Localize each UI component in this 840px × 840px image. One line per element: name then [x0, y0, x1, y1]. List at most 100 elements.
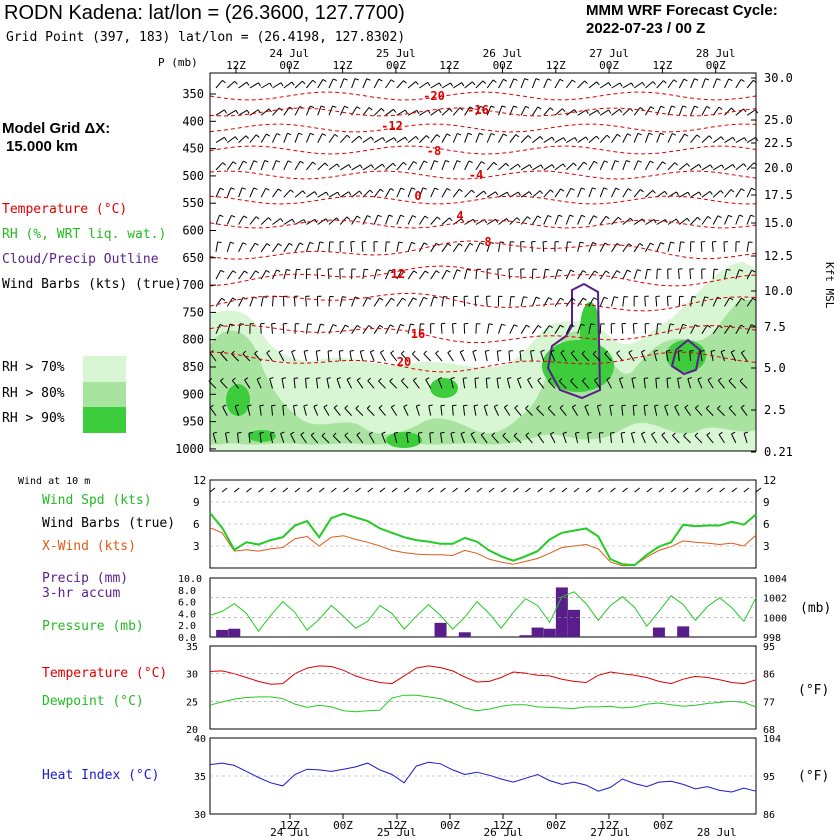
wind-barb-flag [425, 377, 430, 381]
wind-barb-shaft [464, 218, 474, 225]
wind-barb-shaft [717, 380, 725, 389]
wind-barb-shaft [316, 269, 319, 280]
wind-barb-shaft [393, 433, 398, 444]
wind-barb-shaft [260, 243, 268, 253]
wind-barb-flag [312, 161, 317, 165]
wind-barb-shaft [509, 217, 518, 225]
surface-wind-barb [573, 487, 580, 493]
wind-barb-flag [731, 431, 736, 435]
temperature-line [209, 665, 757, 685]
wind-barb-flag [389, 378, 393, 382]
kft-label: 22.5 [764, 136, 793, 150]
bottom-date-label: 28 Jul [697, 826, 737, 839]
wind-barb-shaft [362, 164, 372, 171]
wind-barb-shaft [712, 106, 720, 116]
wind-barb-shaft [665, 351, 669, 362]
wind-barb-flag [332, 78, 338, 82]
wind-barb-shaft [269, 378, 273, 389]
wind-barb-shaft [327, 269, 330, 280]
wind-barb-flag [710, 349, 716, 352]
surface-wind-barb [476, 487, 483, 493]
wind-barb-shaft [418, 160, 425, 171]
wind-barb-flag [570, 378, 574, 382]
wind-barb-flag [470, 431, 475, 435]
wind-barb-flag [583, 161, 588, 165]
wind-barb-flag [376, 268, 381, 272]
wind-barb-flag [548, 297, 553, 300]
temp-contour-label: -8 [427, 144, 441, 158]
wind-barb-shaft [362, 136, 372, 144]
temp-contour-label: -12 [381, 119, 403, 133]
legend-rh70: RH > 70% [2, 360, 65, 375]
wind-barb-shaft [530, 351, 533, 362]
wind-barb-shaft [305, 133, 311, 143]
wind-barb-shaft [543, 189, 551, 198]
legend-temperature-2: Temperature (°C) [42, 666, 168, 681]
wind-barb-shaft [475, 323, 477, 334]
wind-barb-shaft [294, 133, 300, 143]
wind-barb-shaft [317, 241, 321, 252]
wind-barb-flag [400, 323, 405, 327]
wind-barb-shaft [464, 189, 472, 198]
wind-barb-flag [582, 297, 587, 301]
wind-barb-shaft [475, 80, 484, 89]
wind-barb-flag [639, 243, 644, 247]
bottom-time-label: 12Z [599, 819, 619, 832]
grid-point: Grid Point (397, 183) lat/lon = (26.4198… [6, 30, 406, 45]
temp-contour-line [209, 170, 757, 180]
wind-barb-shaft [486, 296, 488, 307]
wind-barb-flag [526, 216, 531, 220]
temp-unit-label: (°F) [798, 683, 829, 698]
pressure-right-tick: 1002 [763, 594, 787, 605]
wind-barb-flag [299, 242, 304, 246]
wind-barb-shaft [654, 405, 658, 416]
surface-wind-barb [707, 487, 713, 493]
wind-barb-flag [743, 108, 747, 113]
wind-barb-flag [707, 377, 712, 381]
wind-barb-shaft [484, 351, 488, 362]
wind-barb-shaft [730, 351, 737, 362]
legend-rh90: RH > 90% [2, 411, 65, 426]
cycle-value: 2022-07-23 / 00 Z [586, 20, 706, 37]
wind-barb-flag [584, 404, 589, 407]
wind-barb-shaft [373, 297, 380, 307]
wind-barb-shaft [746, 324, 752, 334]
wind-barb-flag [344, 432, 349, 436]
wind-barb-flag [356, 432, 361, 436]
bottom-time-label: 12Z [280, 819, 300, 832]
surface-wind-barb [403, 487, 410, 493]
temp-right-tick: 86 [763, 670, 775, 681]
wind-barb-flag [547, 78, 552, 81]
temp-right-tick: 95 [763, 642, 775, 653]
wind-barb-shaft [519, 351, 522, 362]
wind-barb-shaft [712, 164, 723, 171]
wind-barb-shaft [272, 160, 277, 171]
wind-barb-shaft [509, 324, 515, 334]
heat-index-panel: 40 35 30 104 95 86 (°F) 12Z 00Z 12Z 00Z 12Z 00Z 12Z 00… [194, 734, 829, 839]
wind-barb-flag [222, 162, 227, 166]
wind-barb-shaft [633, 189, 641, 198]
wind-barb-flag [653, 219, 657, 224]
wind-barb-flag [739, 378, 744, 382]
wind-barb-shaft [588, 297, 595, 307]
wind-barb-flag [400, 187, 405, 191]
wind-barb-flag [744, 137, 747, 142]
surface-wind-barb [513, 487, 519, 493]
wind-barb-flag [637, 160, 642, 163]
wind-barb-shaft [700, 241, 703, 252]
wind-barb-flag [423, 242, 428, 246]
wind-barb-shaft [418, 270, 426, 280]
wind-barb-flag [549, 325, 553, 329]
wind-barb-shaft [746, 136, 756, 144]
wind-barb-flag [516, 217, 521, 221]
wind-barb-flag [627, 188, 632, 192]
wind-barb-flag [558, 214, 563, 218]
legend-pressure: Pressure (mb) [42, 619, 144, 634]
wind-barb-shaft [361, 241, 364, 252]
wind-barb-flag [743, 163, 747, 168]
wind-barb-flag [299, 160, 304, 164]
wind-barb-flag [605, 270, 610, 274]
kft-label: 0.21 [764, 445, 793, 459]
wind-barb-flag [390, 404, 395, 408]
wind-barb-flag [584, 80, 588, 85]
